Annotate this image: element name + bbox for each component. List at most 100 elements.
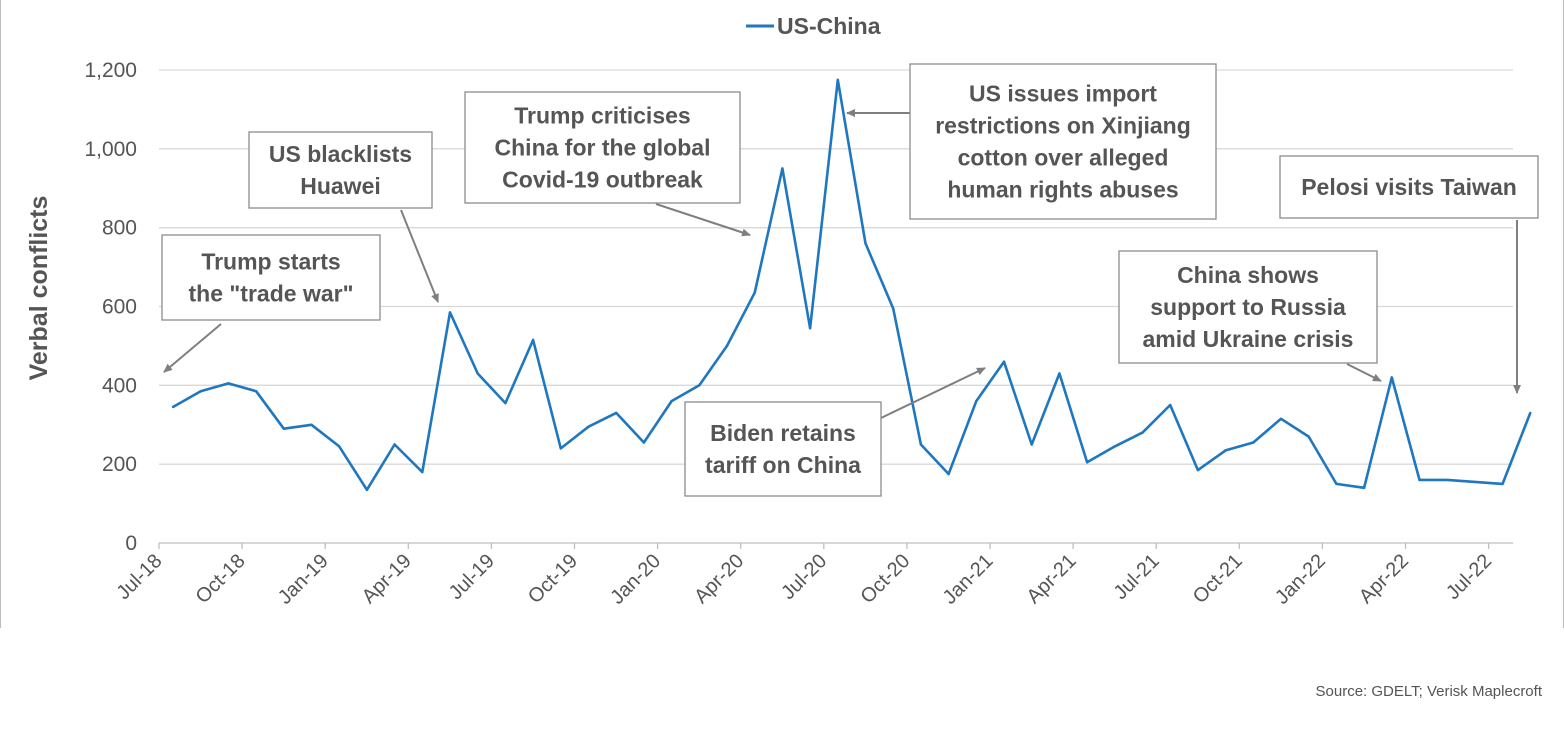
- data-point: [1335, 482, 1338, 486]
- data-point: [1446, 478, 1449, 482]
- x-tick-label: Oct-20: [856, 550, 914, 608]
- source-note: Source: GDELT; Verisk Maplecroft: [1315, 683, 1542, 700]
- annotation-biden: Biden retains tariff on China: [684, 367, 986, 497]
- x-tick-label: Apr-20: [690, 550, 748, 608]
- data-point: [1002, 360, 1006, 363]
- annotation-text: US issues import: [969, 81, 1157, 107]
- y-tick-label: 400: [102, 374, 137, 397]
- annotation-covid: Trump criticises China for the global Covi…: [464, 91, 751, 237]
- data-point: [836, 78, 839, 82]
- data-point: [1501, 482, 1504, 486]
- annotation-text: Huawei: [300, 173, 381, 199]
- data-point: [476, 372, 479, 375]
- annotation-box: [248, 131, 433, 209]
- annotation-text: tariff on China: [705, 452, 861, 478]
- data-point: [1224, 449, 1227, 452]
- annotation-text: support to Russia: [1150, 294, 1346, 320]
- x-tick-label: Apr-22: [1355, 550, 1413, 608]
- data-point: [393, 443, 396, 446]
- annotation-arrow: [400, 209, 439, 303]
- annotation-text: human rights abuses: [947, 177, 1178, 203]
- legend: US-China: [746, 13, 881, 39]
- data-point: [199, 390, 202, 393]
- x-tick-label: Jan-22: [1271, 550, 1330, 609]
- data-point: [448, 311, 452, 314]
- data-point: [227, 382, 230, 385]
- y-tick-label: 200: [102, 453, 137, 476]
- data-point: [698, 384, 701, 387]
- x-tick-label: Jul-21: [1110, 550, 1164, 604]
- annotation-arrow: [655, 203, 751, 237]
- data-point: [365, 488, 369, 491]
- data-point: [1362, 486, 1366, 490]
- annotation-text: restrictions on Xinjiang: [935, 113, 1191, 139]
- data-point: [1307, 435, 1310, 438]
- annotation-text: Trump starts: [201, 249, 340, 275]
- data-point: [1141, 431, 1144, 434]
- data-point: [1030, 443, 1033, 446]
- data-point: [808, 326, 812, 330]
- data-point: [254, 390, 258, 393]
- data-point: [1058, 372, 1061, 375]
- y-tick-label: 800: [102, 217, 137, 240]
- data-point: [1085, 460, 1089, 464]
- data-point: [725, 344, 729, 348]
- x-tick-label: Jan-21: [939, 550, 998, 609]
- data-point: [947, 472, 950, 476]
- annotation-text: Biden retains: [710, 420, 856, 446]
- data-point: [753, 291, 756, 294]
- data-point: [559, 447, 562, 450]
- x-tick-label: Jul-20: [777, 550, 831, 604]
- annotation-box: [1118, 250, 1378, 364]
- y-tick-label: 600: [102, 296, 137, 319]
- data-point: [1196, 468, 1200, 472]
- annotation-russia: China shows support to Russia amid Ukraine…: [1118, 250, 1382, 382]
- data-point: [864, 242, 867, 245]
- x-tick-label: Jan-20: [606, 550, 665, 609]
- annotation-box: [684, 401, 882, 497]
- data-point: [1390, 376, 1394, 379]
- annotation-arrow: [880, 367, 986, 419]
- annotation-box: [1279, 155, 1539, 219]
- annotation-trade-war: Trump starts the "trade war": [161, 234, 381, 373]
- data-point: [670, 399, 673, 403]
- x-tick-label: Jan-19: [274, 550, 333, 609]
- annotation-box: [161, 234, 381, 321]
- data-point: [587, 425, 590, 428]
- line-chart: 0 200 400 600 800 1,000 1,200 Jul-18 Oct-18 Jan-1…: [25, 13, 1539, 609]
- x-tick-label: Oct-21: [1189, 550, 1247, 608]
- annotation-text: Covid-19 outbreak: [502, 167, 703, 193]
- x-tick-label: Apr-19: [358, 550, 416, 608]
- data-point: [642, 441, 646, 444]
- annotation-huawei: US blacklists Huawei: [248, 131, 439, 303]
- annotation-arrow: [163, 323, 222, 373]
- data-point: [975, 399, 978, 403]
- annotation-text: cotton over alleged: [958, 145, 1169, 171]
- x-tick-label: Oct-18: [192, 550, 250, 608]
- annotation-pelosi: Pelosi visits Taiwan: [1279, 155, 1539, 394]
- data-point: [1279, 417, 1283, 421]
- annotation-text: China for the global: [495, 135, 711, 161]
- data-point: [919, 443, 923, 446]
- y-tick-label: 1,200: [84, 59, 137, 82]
- annotation-arrow: [1346, 363, 1382, 382]
- x-tick-label: Jul-22: [1442, 550, 1496, 604]
- annotation-box: [464, 91, 741, 204]
- data-point: [310, 423, 313, 426]
- data-point: [1473, 480, 1477, 484]
- data-point: [504, 401, 507, 405]
- annotation-box: [909, 63, 1217, 220]
- annotation-text: amid Ukraine crisis: [1143, 326, 1354, 352]
- annotation-text: US blacklists: [269, 141, 412, 167]
- y-tick-label: 0: [125, 532, 137, 555]
- x-tick-label: Jul-19: [445, 550, 499, 604]
- y-tick-label: 1,000: [84, 138, 137, 161]
- data-point: [1169, 403, 1172, 407]
- data-point: [781, 167, 784, 170]
- legend-label: US-China: [777, 13, 881, 39]
- annotation-text: China shows: [1177, 262, 1319, 288]
- data-point: [892, 307, 895, 310]
- data-point: [1418, 478, 1421, 482]
- data-point: [338, 445, 341, 448]
